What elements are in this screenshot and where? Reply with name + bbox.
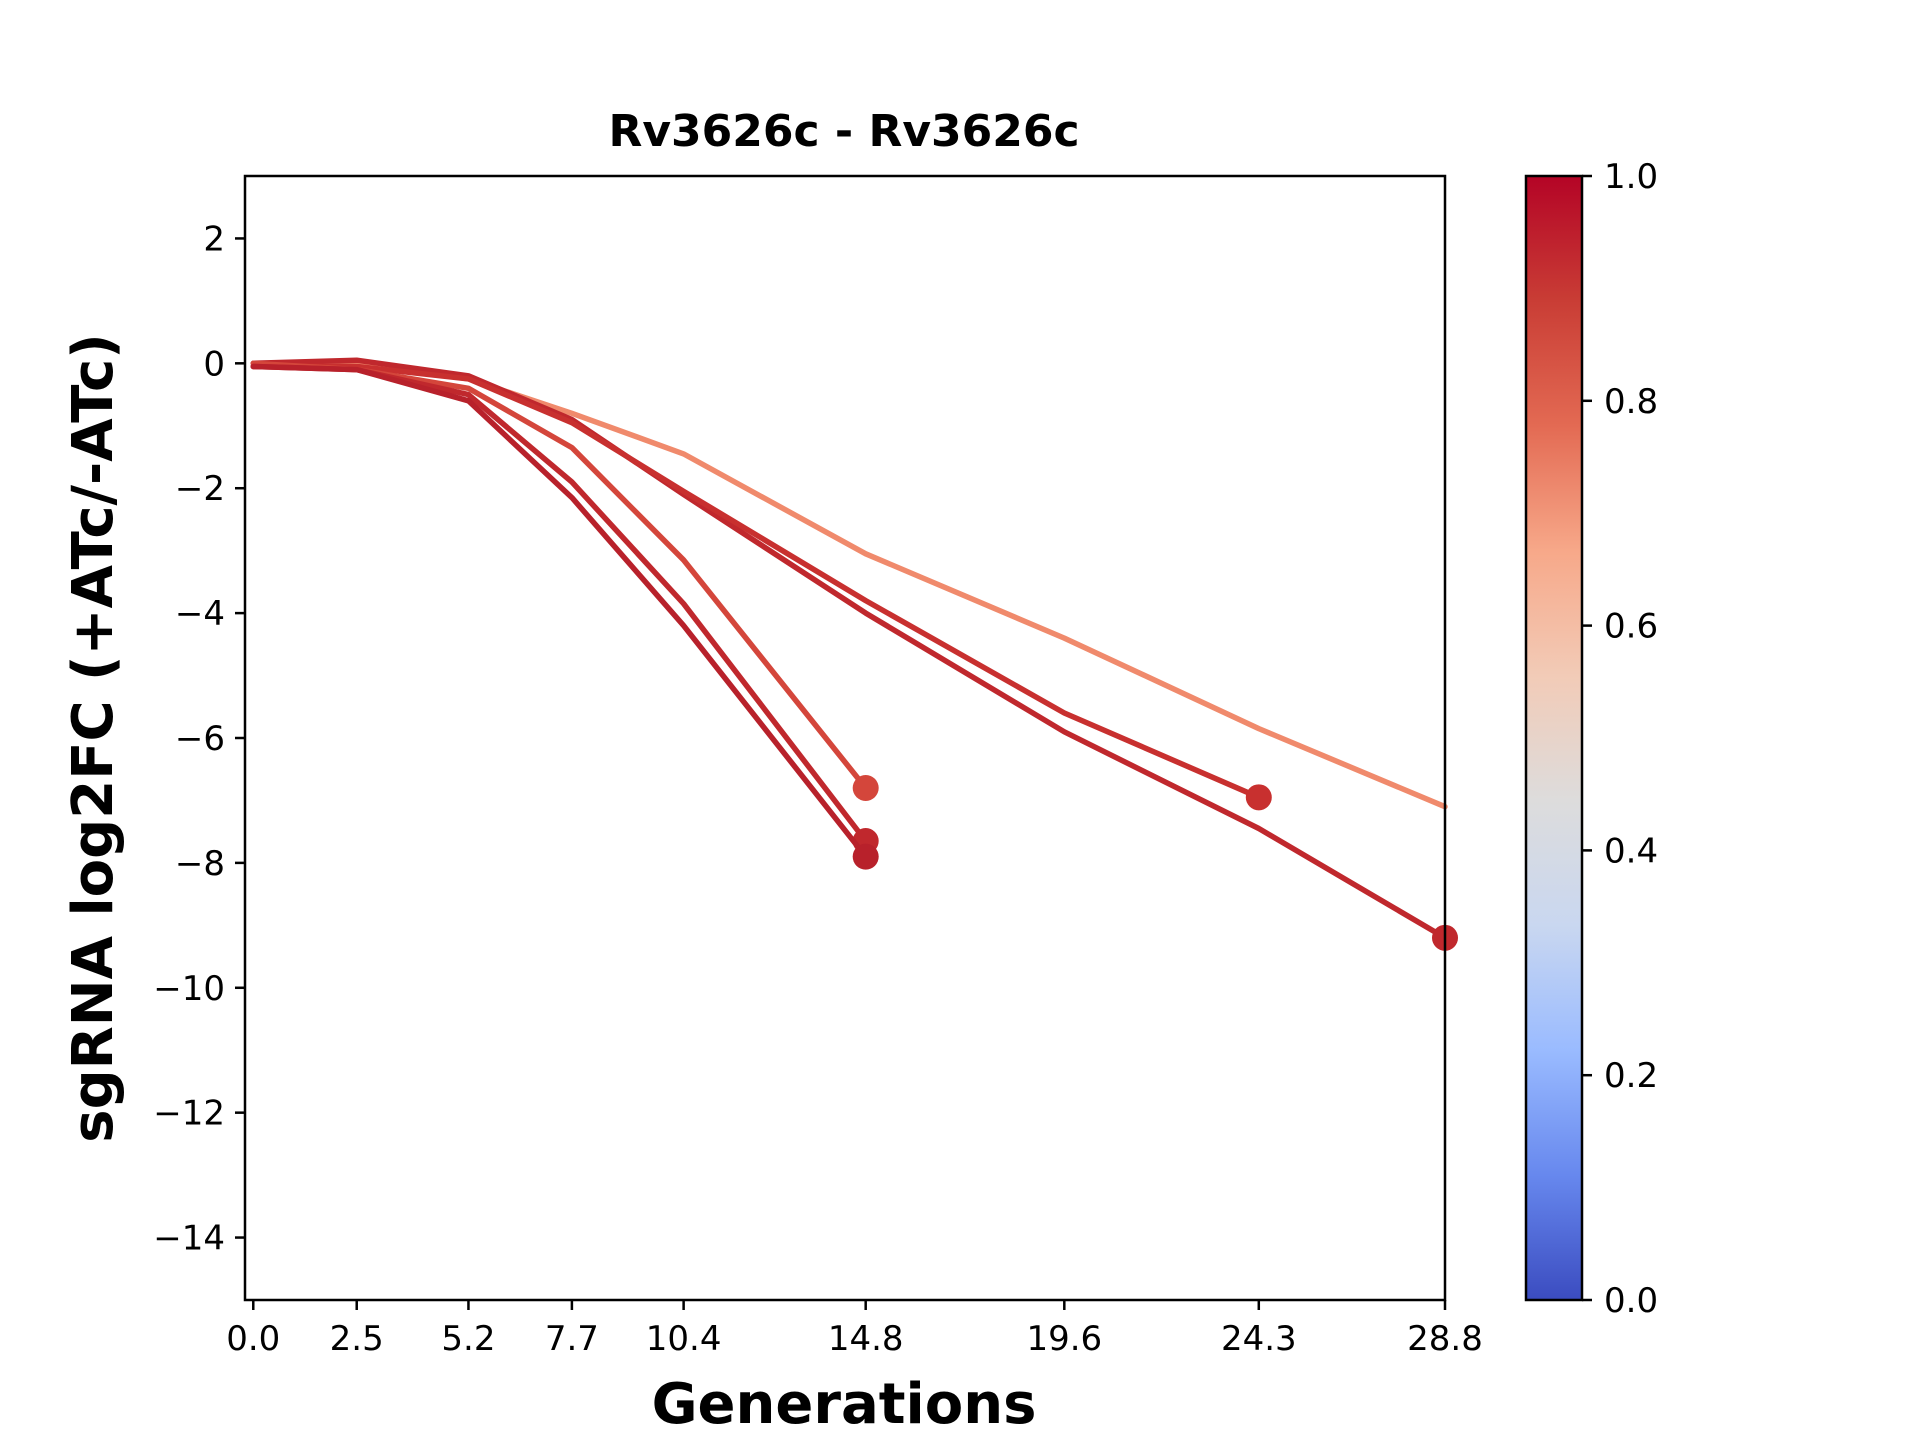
colorbar-tick-label: 0.0 bbox=[1604, 1281, 1658, 1321]
y-tick-label: −6 bbox=[175, 719, 225, 759]
y-tick-label: −2 bbox=[175, 469, 225, 509]
y-tick-label: −14 bbox=[153, 1219, 225, 1259]
series-end-point-6 bbox=[852, 843, 879, 870]
x-tick-label: 2.5 bbox=[330, 1319, 384, 1359]
colorbar-gradient bbox=[1526, 176, 1582, 1300]
x-tick-label: 28.8 bbox=[1407, 1319, 1483, 1359]
y-axis: 2 0 −2 −4 −6 −8 −10 −12 −14 bbox=[153, 219, 245, 1259]
colorbar-tick-label: 1.0 bbox=[1604, 157, 1658, 197]
x-tick-label: 5.2 bbox=[441, 1319, 495, 1359]
y-axis-label: sgRNA log2FC (+ATc/-ATc) bbox=[61, 333, 126, 1143]
colorbar-tick-label: 0.6 bbox=[1604, 607, 1658, 647]
y-tick-label: −4 bbox=[175, 594, 225, 634]
x-axis: 0.0 2.5 5.2 7.7 10.4 14.8 19.6 24.3 28.8 bbox=[226, 1300, 1483, 1359]
colorbar-tick-label: 0.2 bbox=[1604, 1056, 1658, 1096]
series-end-point-4 bbox=[852, 774, 879, 801]
colorbar-frame bbox=[1524, 174, 1584, 1302]
plot-area-frame bbox=[243, 174, 1447, 1302]
x-tick-label: 7.7 bbox=[545, 1319, 599, 1359]
x-tick-label: 0.0 bbox=[226, 1319, 280, 1359]
series-line-1 bbox=[250, 360, 1448, 810]
series-end-point-3 bbox=[1245, 784, 1272, 811]
x-axis-label: Generations bbox=[652, 1372, 1037, 1437]
colorbar: 0.0 0.2 0.4 0.6 0.8 1.0 bbox=[1524, 157, 1658, 1321]
x-tick-label: 24.3 bbox=[1221, 1319, 1297, 1359]
x-tick-label: 19.6 bbox=[1026, 1319, 1102, 1359]
series-layer bbox=[250, 357, 1458, 951]
chart-title: Rv3626c - Rv3626c bbox=[608, 106, 1079, 157]
colorbar-ticks: 0.0 0.2 0.4 0.6 0.8 1.0 bbox=[1582, 157, 1658, 1321]
x-tick-label: 14.8 bbox=[828, 1319, 904, 1359]
y-tick-label: 2 bbox=[203, 219, 225, 259]
y-tick-label: 0 bbox=[203, 344, 225, 384]
colorbar-tick-label: 0.8 bbox=[1604, 382, 1658, 422]
y-tick-label: −10 bbox=[153, 969, 225, 1009]
y-tick-label: −12 bbox=[153, 1094, 225, 1134]
series-line-6 bbox=[250, 363, 869, 860]
y-tick-label: −8 bbox=[175, 844, 225, 884]
colorbar-tick-label: 0.4 bbox=[1604, 831, 1658, 871]
series-line-3 bbox=[250, 363, 1262, 801]
series-line-2 bbox=[250, 357, 1448, 941]
x-tick-label: 10.4 bbox=[646, 1319, 722, 1359]
